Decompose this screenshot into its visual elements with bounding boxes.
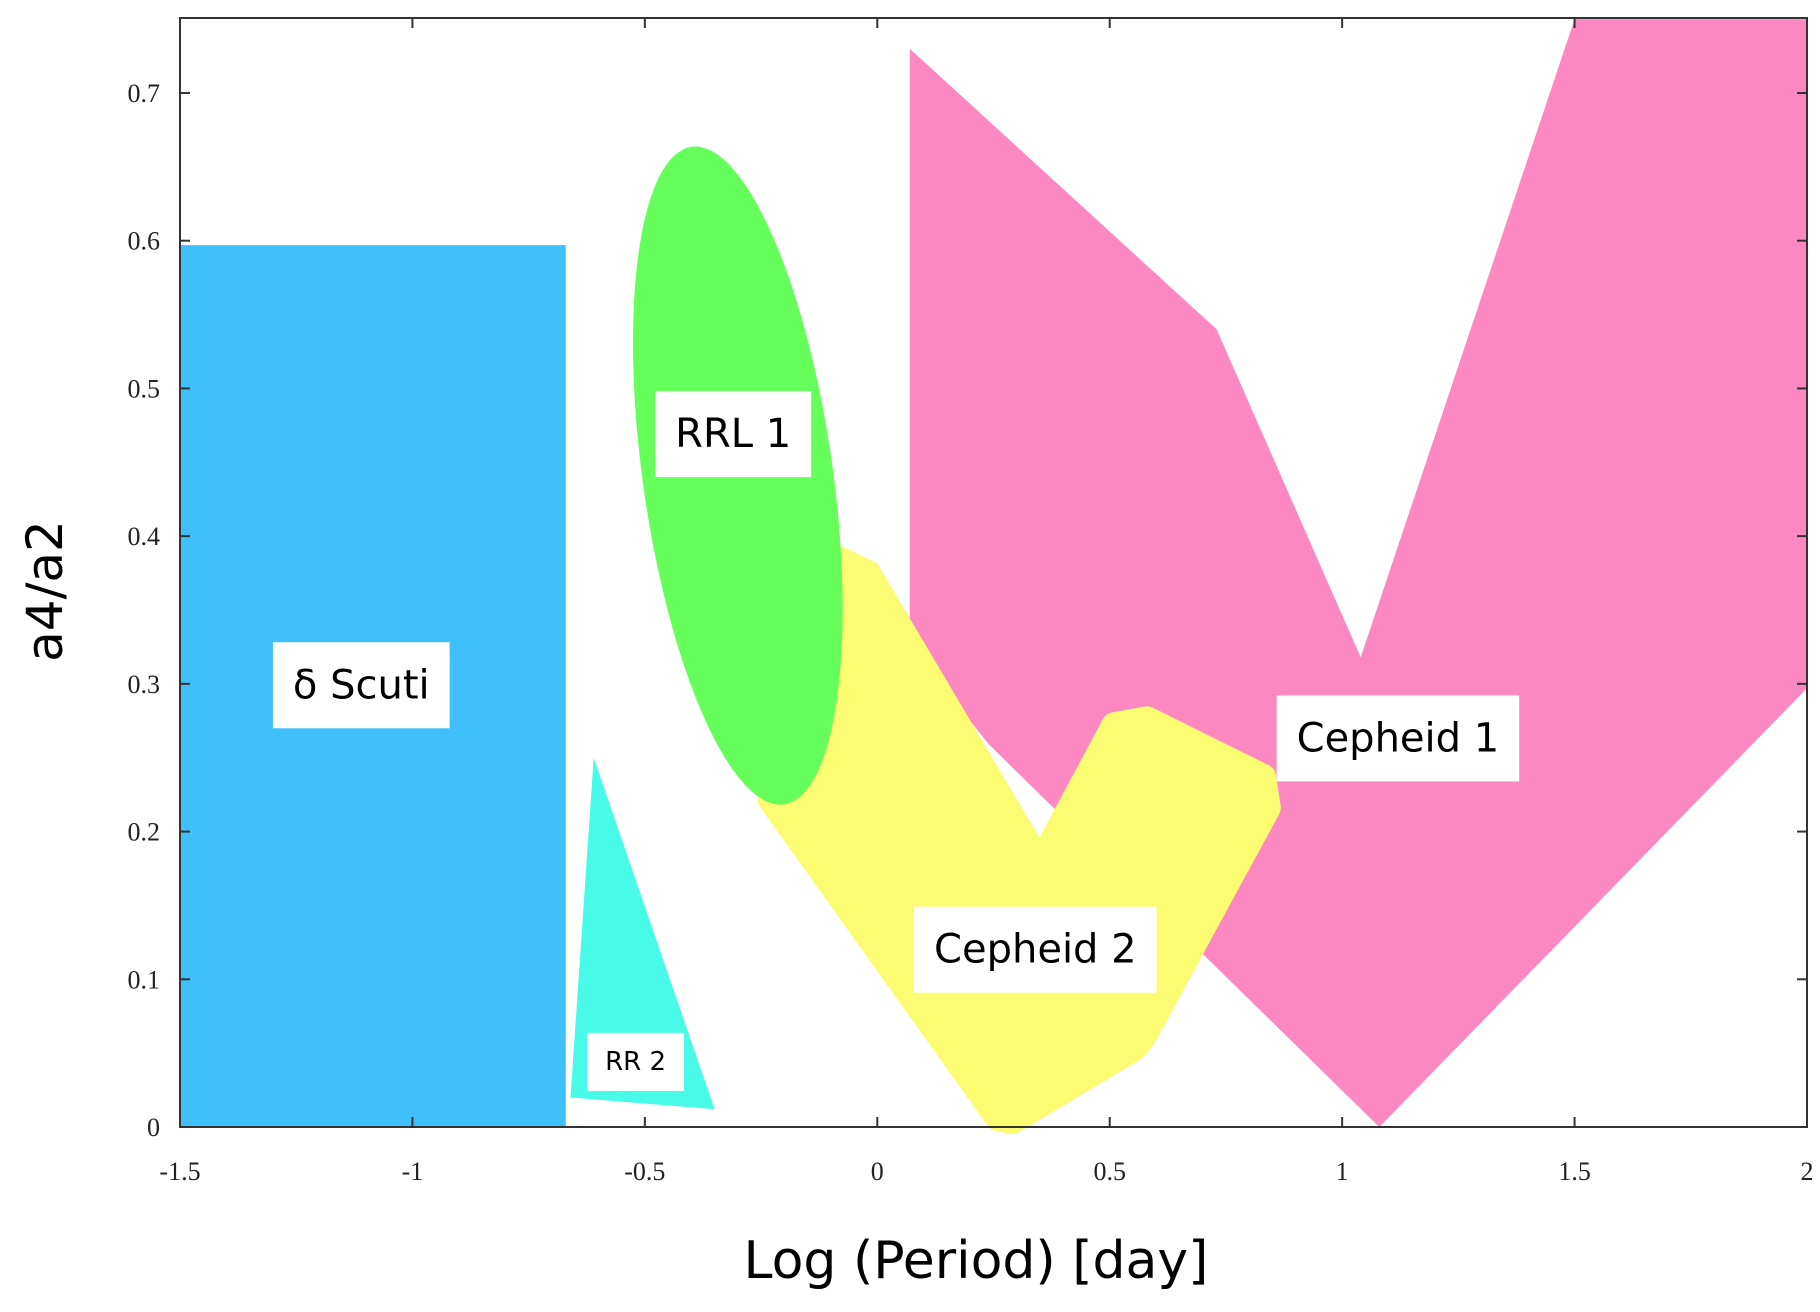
- x-tick-label: 0: [871, 1157, 884, 1186]
- x-tick-label: 1.5: [1558, 1157, 1591, 1186]
- x-axis-ticks: -1.5 -1 -0.5 0 0.5 1 1.5 2: [159, 18, 1814, 1186]
- y-tick-label: 0.2: [128, 818, 161, 847]
- label-text-rrl-1: RRL 1: [675, 411, 791, 457]
- y-axis-ticks: 0 0.1 0.2 0.3 0.4 0.5 0.6 0.7: [128, 79, 1807, 1142]
- label-rr-2: RR 2: [587, 1032, 685, 1091]
- region-rr-2: [570, 757, 715, 1110]
- x-tick-label: 2: [1801, 1157, 1814, 1186]
- axes-frame: [179, 17, 1808, 1128]
- label-rrl-1: RRL 1: [655, 391, 812, 478]
- plot-border: [179, 17, 1808, 1128]
- y-tick-label: 0.5: [128, 374, 161, 403]
- x-tick-label: -1: [402, 1157, 424, 1186]
- y-tick-label: 0.7: [128, 79, 161, 108]
- label-box-rr-2: [587, 1032, 685, 1091]
- x-axis-title: Log (Period) [day]: [744, 1231, 1209, 1291]
- label-text-cepheid-1: Cepheid 1: [1297, 715, 1500, 761]
- label-box-cepheid-2: [914, 906, 1157, 993]
- label-scuti: δ Scuti: [272, 642, 450, 729]
- label-text-scuti: δ Scuti: [293, 662, 430, 708]
- label-box-cepheid-1: [1276, 695, 1520, 782]
- x-tick-label: 0.5: [1093, 1157, 1126, 1186]
- label-box-scuti: [272, 642, 450, 729]
- y-tick-label: 0.4: [128, 522, 161, 551]
- label-cepheid-2: Cepheid 2: [914, 906, 1157, 993]
- y-tick-label: 0.6: [128, 227, 161, 256]
- label-cepheid-1: Cepheid 1: [1276, 695, 1520, 782]
- label-text-rr-2: RR 2: [605, 1047, 666, 1077]
- y-tick-label: 0.3: [128, 670, 161, 699]
- label-box-rrl-1: [655, 391, 812, 478]
- label-text-cepheid-2: Cepheid 2: [934, 927, 1137, 973]
- x-tick-label: -0.5: [624, 1157, 665, 1186]
- y-tick-label: 0: [147, 1113, 160, 1142]
- y-axis-title: a4/a2: [16, 520, 74, 662]
- x-tick-label: -1.5: [159, 1157, 200, 1186]
- y-tick-label: 0.1: [128, 965, 161, 994]
- region-labels: δ Scuti RR 2 Cepheid 1 Cepheid 2 RRL 1: [272, 391, 1520, 1091]
- x-tick-label: 1: [1336, 1157, 1349, 1186]
